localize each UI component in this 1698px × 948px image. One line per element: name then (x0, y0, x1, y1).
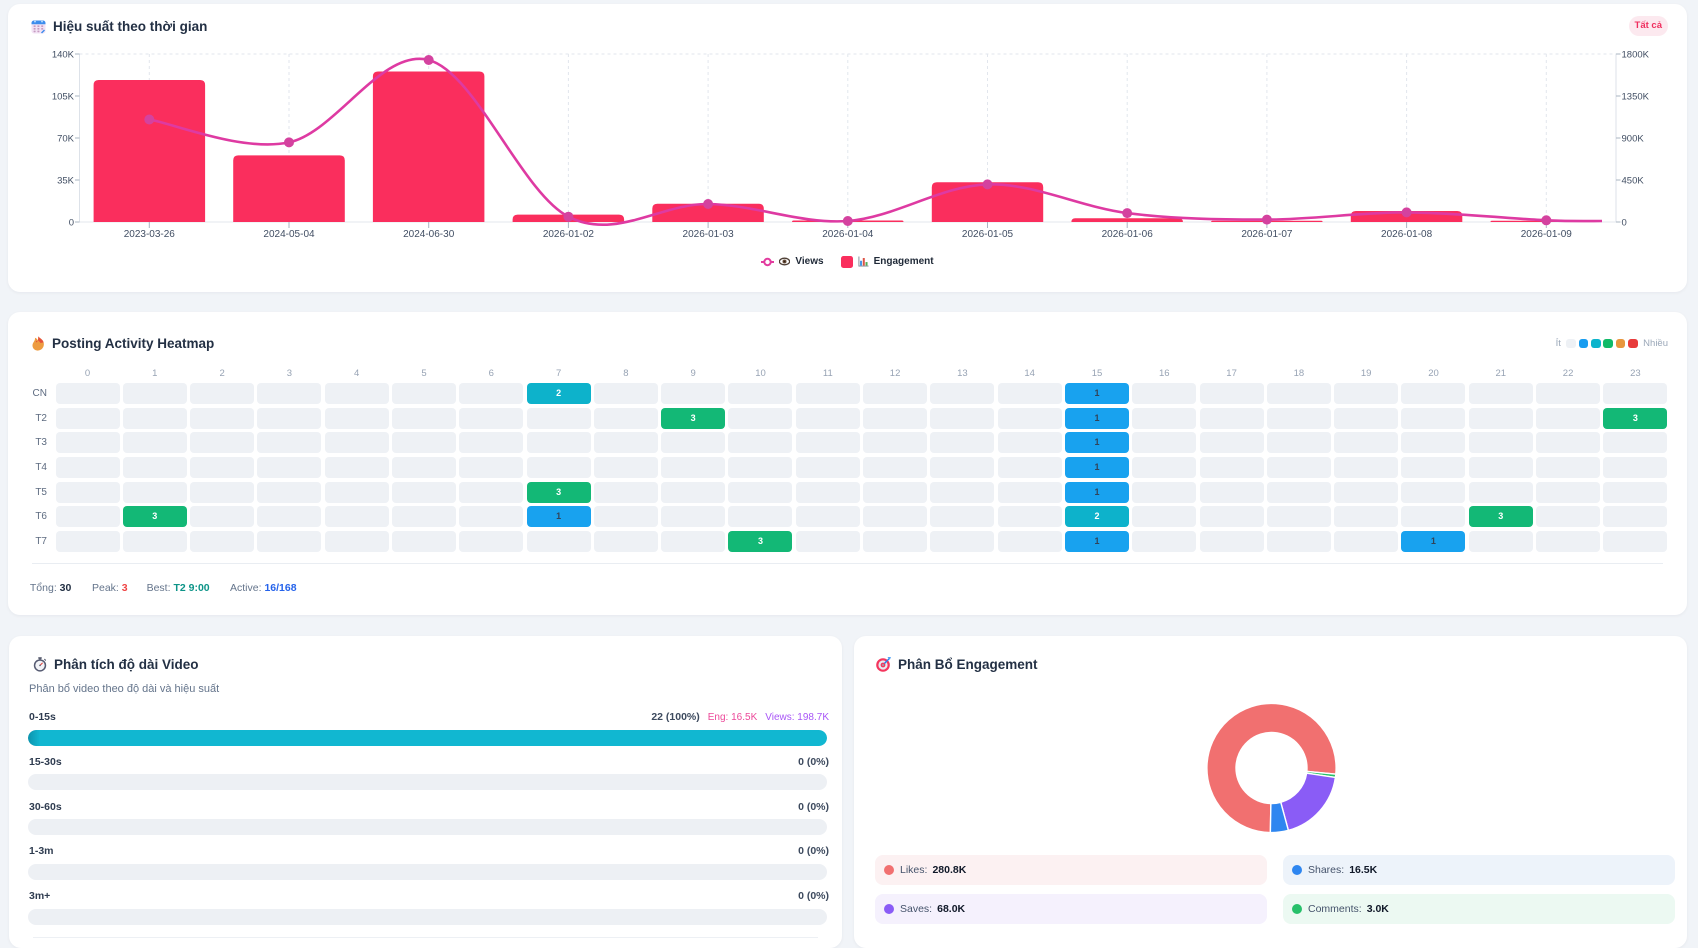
svg-text:2026-01-04: 2026-01-04 (822, 229, 874, 240)
svg-text:2024-05-04: 2024-05-04 (263, 229, 315, 240)
svg-text:2026-01-08: 2026-01-08 (1381, 229, 1433, 240)
svg-text:0: 0 (1622, 218, 1627, 229)
svg-text:1350K: 1350K (1622, 92, 1650, 103)
svg-text:70K: 70K (57, 134, 75, 145)
svg-text:2024-06-30: 2024-06-30 (403, 229, 455, 240)
svg-text:0: 0 (69, 218, 74, 229)
svg-text:2023-03-26: 2023-03-26 (124, 229, 176, 240)
svg-text:2026-01-03: 2026-01-03 (683, 229, 735, 240)
svg-text:140K: 140K (52, 50, 75, 61)
svg-text:35K: 35K (57, 176, 75, 187)
svg-text:2026-01-07: 2026-01-07 (1241, 229, 1293, 240)
svg-text:2026-01-06: 2026-01-06 (1102, 229, 1154, 240)
svg-text:2026-01-02: 2026-01-02 (543, 229, 595, 240)
svg-text:105K: 105K (52, 92, 75, 103)
svg-text:1800K: 1800K (1622, 50, 1650, 61)
svg-text:450K: 450K (1622, 176, 1645, 187)
svg-text:2026-01-05: 2026-01-05 (962, 229, 1014, 240)
svg-text:900K: 900K (1622, 134, 1645, 145)
svg-text:2026-01-09: 2026-01-09 (1521, 229, 1573, 240)
